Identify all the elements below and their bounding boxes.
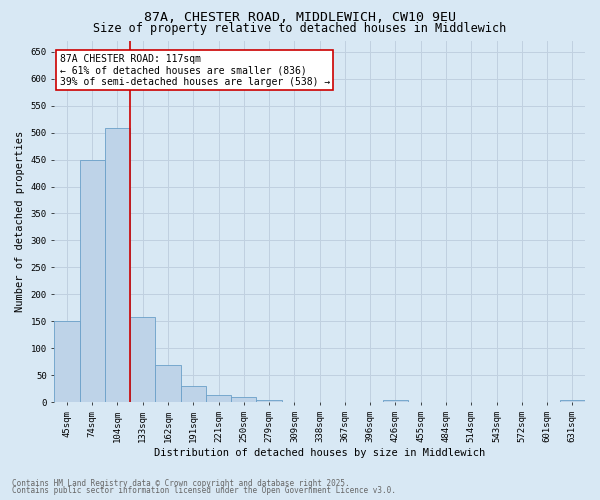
Text: Size of property relative to detached houses in Middlewich: Size of property relative to detached ho… (94, 22, 506, 35)
Bar (231, 397, 256, 402)
Bar (560, 400, 585, 402)
Bar (181, 386, 206, 402)
Bar (130, 317, 155, 402)
Bar (55, 321, 80, 402)
X-axis label: Distribution of detached houses by size in Middlewich: Distribution of detached houses by size … (154, 448, 485, 458)
Bar (155, 366, 181, 402)
Bar (256, 400, 282, 402)
Text: 87A, CHESTER ROAD, MIDDLEWICH, CW10 9EU: 87A, CHESTER ROAD, MIDDLEWICH, CW10 9EU (144, 11, 456, 24)
Y-axis label: Number of detached properties: Number of detached properties (15, 131, 25, 312)
Text: Contains public sector information licensed under the Open Government Licence v3: Contains public sector information licen… (12, 486, 396, 495)
Text: 87A CHESTER ROAD: 117sqm
← 61% of detached houses are smaller (836)
39% of semi-: 87A CHESTER ROAD: 117sqm ← 61% of detach… (59, 54, 330, 87)
Bar (80, 160, 105, 402)
Bar (383, 400, 408, 402)
Text: Contains HM Land Registry data © Crown copyright and database right 2025.: Contains HM Land Registry data © Crown c… (12, 478, 350, 488)
Bar (105, 128, 130, 402)
Bar (206, 395, 231, 402)
